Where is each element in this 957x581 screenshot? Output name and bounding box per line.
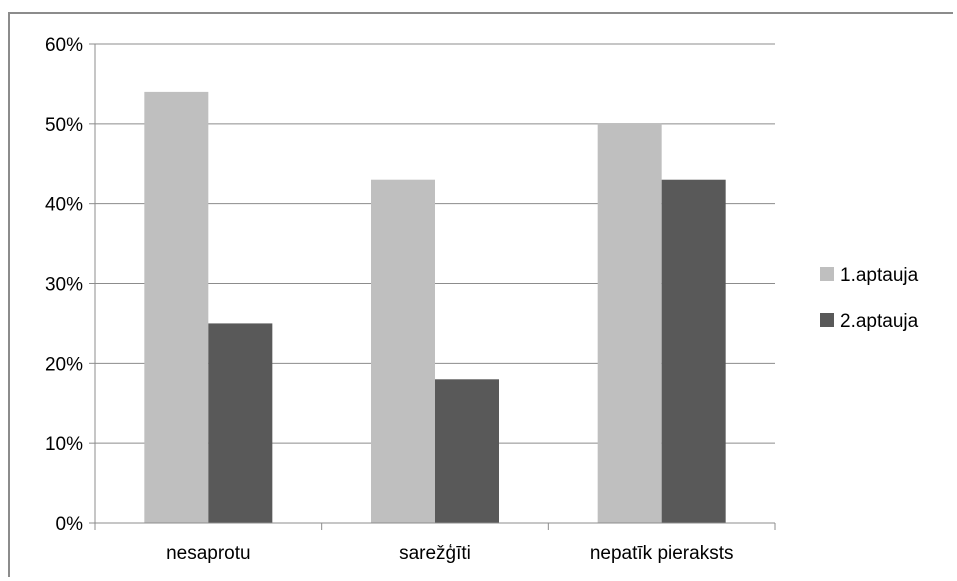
- y-tick-label: 10%: [45, 434, 83, 455]
- y-tick-label: 60%: [45, 35, 83, 56]
- legend-swatch: [820, 267, 834, 281]
- bar-2.aptauja-nepatīk pieraksts: [661, 179, 726, 523]
- bars: [144, 91, 726, 524]
- bar-2.aptauja-nesaprotu: [208, 323, 273, 523]
- x-category-label: sarežģīti: [399, 543, 471, 564]
- bar-1.aptauja-sarežģīti: [371, 179, 435, 523]
- bar-1.aptauja-nesaprotu: [144, 91, 209, 524]
- bar-1.aptauja-nepatīk pieraksts: [597, 123, 662, 523]
- legend-label: 1.aptauja: [840, 265, 919, 286]
- y-tick-label: 40%: [45, 195, 83, 216]
- y-tick-label: 30%: [45, 275, 83, 296]
- bar-2.aptauja-sarežģīti: [435, 379, 499, 523]
- axis-labels: 0% 10% 20% 30% 40% 50% 60% nesaprotu sarežģīti ne…: [45, 35, 734, 564]
- legend-swatch: [820, 313, 834, 327]
- x-category-label: nesaprotu: [166, 543, 251, 564]
- y-tick-label: 50%: [45, 115, 83, 136]
- x-category-label: nepatīk pieraksts: [590, 543, 734, 564]
- axes: [89, 43, 776, 530]
- legend: 1.aptauja 2.aptauja: [820, 265, 919, 332]
- y-tick-label: 0%: [56, 514, 84, 535]
- y-tick-label: 20%: [45, 354, 83, 375]
- legend-label: 2.aptauja: [840, 311, 919, 332]
